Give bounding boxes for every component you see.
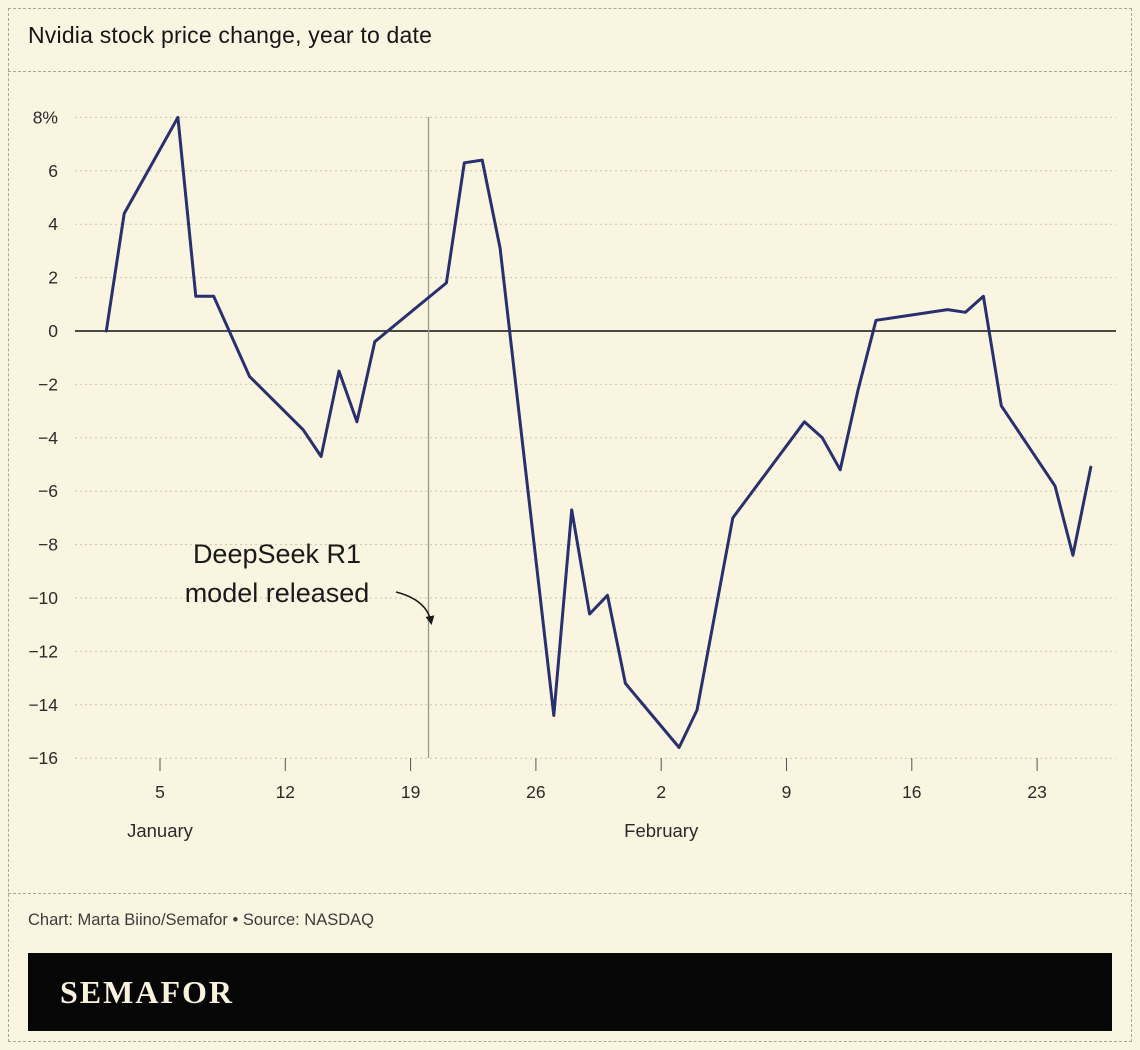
svg-text:−2: −2 [38, 374, 58, 394]
svg-text:−14: −14 [28, 695, 58, 715]
series-line [104, 115, 1093, 749]
svg-text:−10: −10 [28, 588, 58, 608]
svg-text:−6: −6 [38, 481, 58, 501]
svg-text:January: January [127, 820, 194, 841]
semafor-wordmark: SEMAFOR [60, 973, 234, 1010]
svg-text:26: 26 [526, 782, 545, 802]
svg-text:−16: −16 [28, 748, 58, 768]
svg-text:12: 12 [276, 782, 295, 802]
svg-text:model released: model released [185, 578, 370, 608]
svg-text:19: 19 [401, 782, 420, 802]
svg-text:2: 2 [48, 268, 58, 288]
bottom-divider [8, 893, 1132, 894]
y-gridlines [75, 116, 1116, 759]
svg-text:8%: 8% [33, 107, 58, 127]
brand-banner: SEMAFOR [28, 953, 1112, 1031]
svg-text:9: 9 [782, 782, 792, 802]
svg-text:2: 2 [656, 782, 666, 802]
svg-text:DeepSeek R1: DeepSeek R1 [193, 539, 361, 569]
svg-text:5: 5 [155, 782, 165, 802]
svg-text:−4: −4 [38, 428, 58, 448]
x-axis: 5 12 19 26 2 9 16 23 January February [127, 758, 1047, 841]
svg-text:4: 4 [48, 214, 58, 234]
svg-text:−8: −8 [38, 535, 58, 555]
svg-text:23: 23 [1027, 782, 1046, 802]
svg-text:−12: −12 [28, 641, 58, 661]
svg-text:0: 0 [48, 321, 58, 341]
page-title: Nvidia stock price change, year to date [28, 22, 433, 48]
svg-text:6: 6 [48, 161, 58, 181]
annotation-arrow-icon [395, 591, 435, 625]
top-divider [8, 71, 1132, 72]
credit-line: Chart: Marta Biino/Semafor • Source: NAS… [28, 911, 374, 929]
svg-text:16: 16 [902, 782, 921, 802]
y-axis-labels: 8% 6 4 2 0 −2 −4 −6 −8 −10 −12 −14 −16 [28, 107, 58, 768]
svg-text:February: February [624, 820, 699, 841]
annotation: DeepSeek R1 model released [185, 539, 435, 625]
